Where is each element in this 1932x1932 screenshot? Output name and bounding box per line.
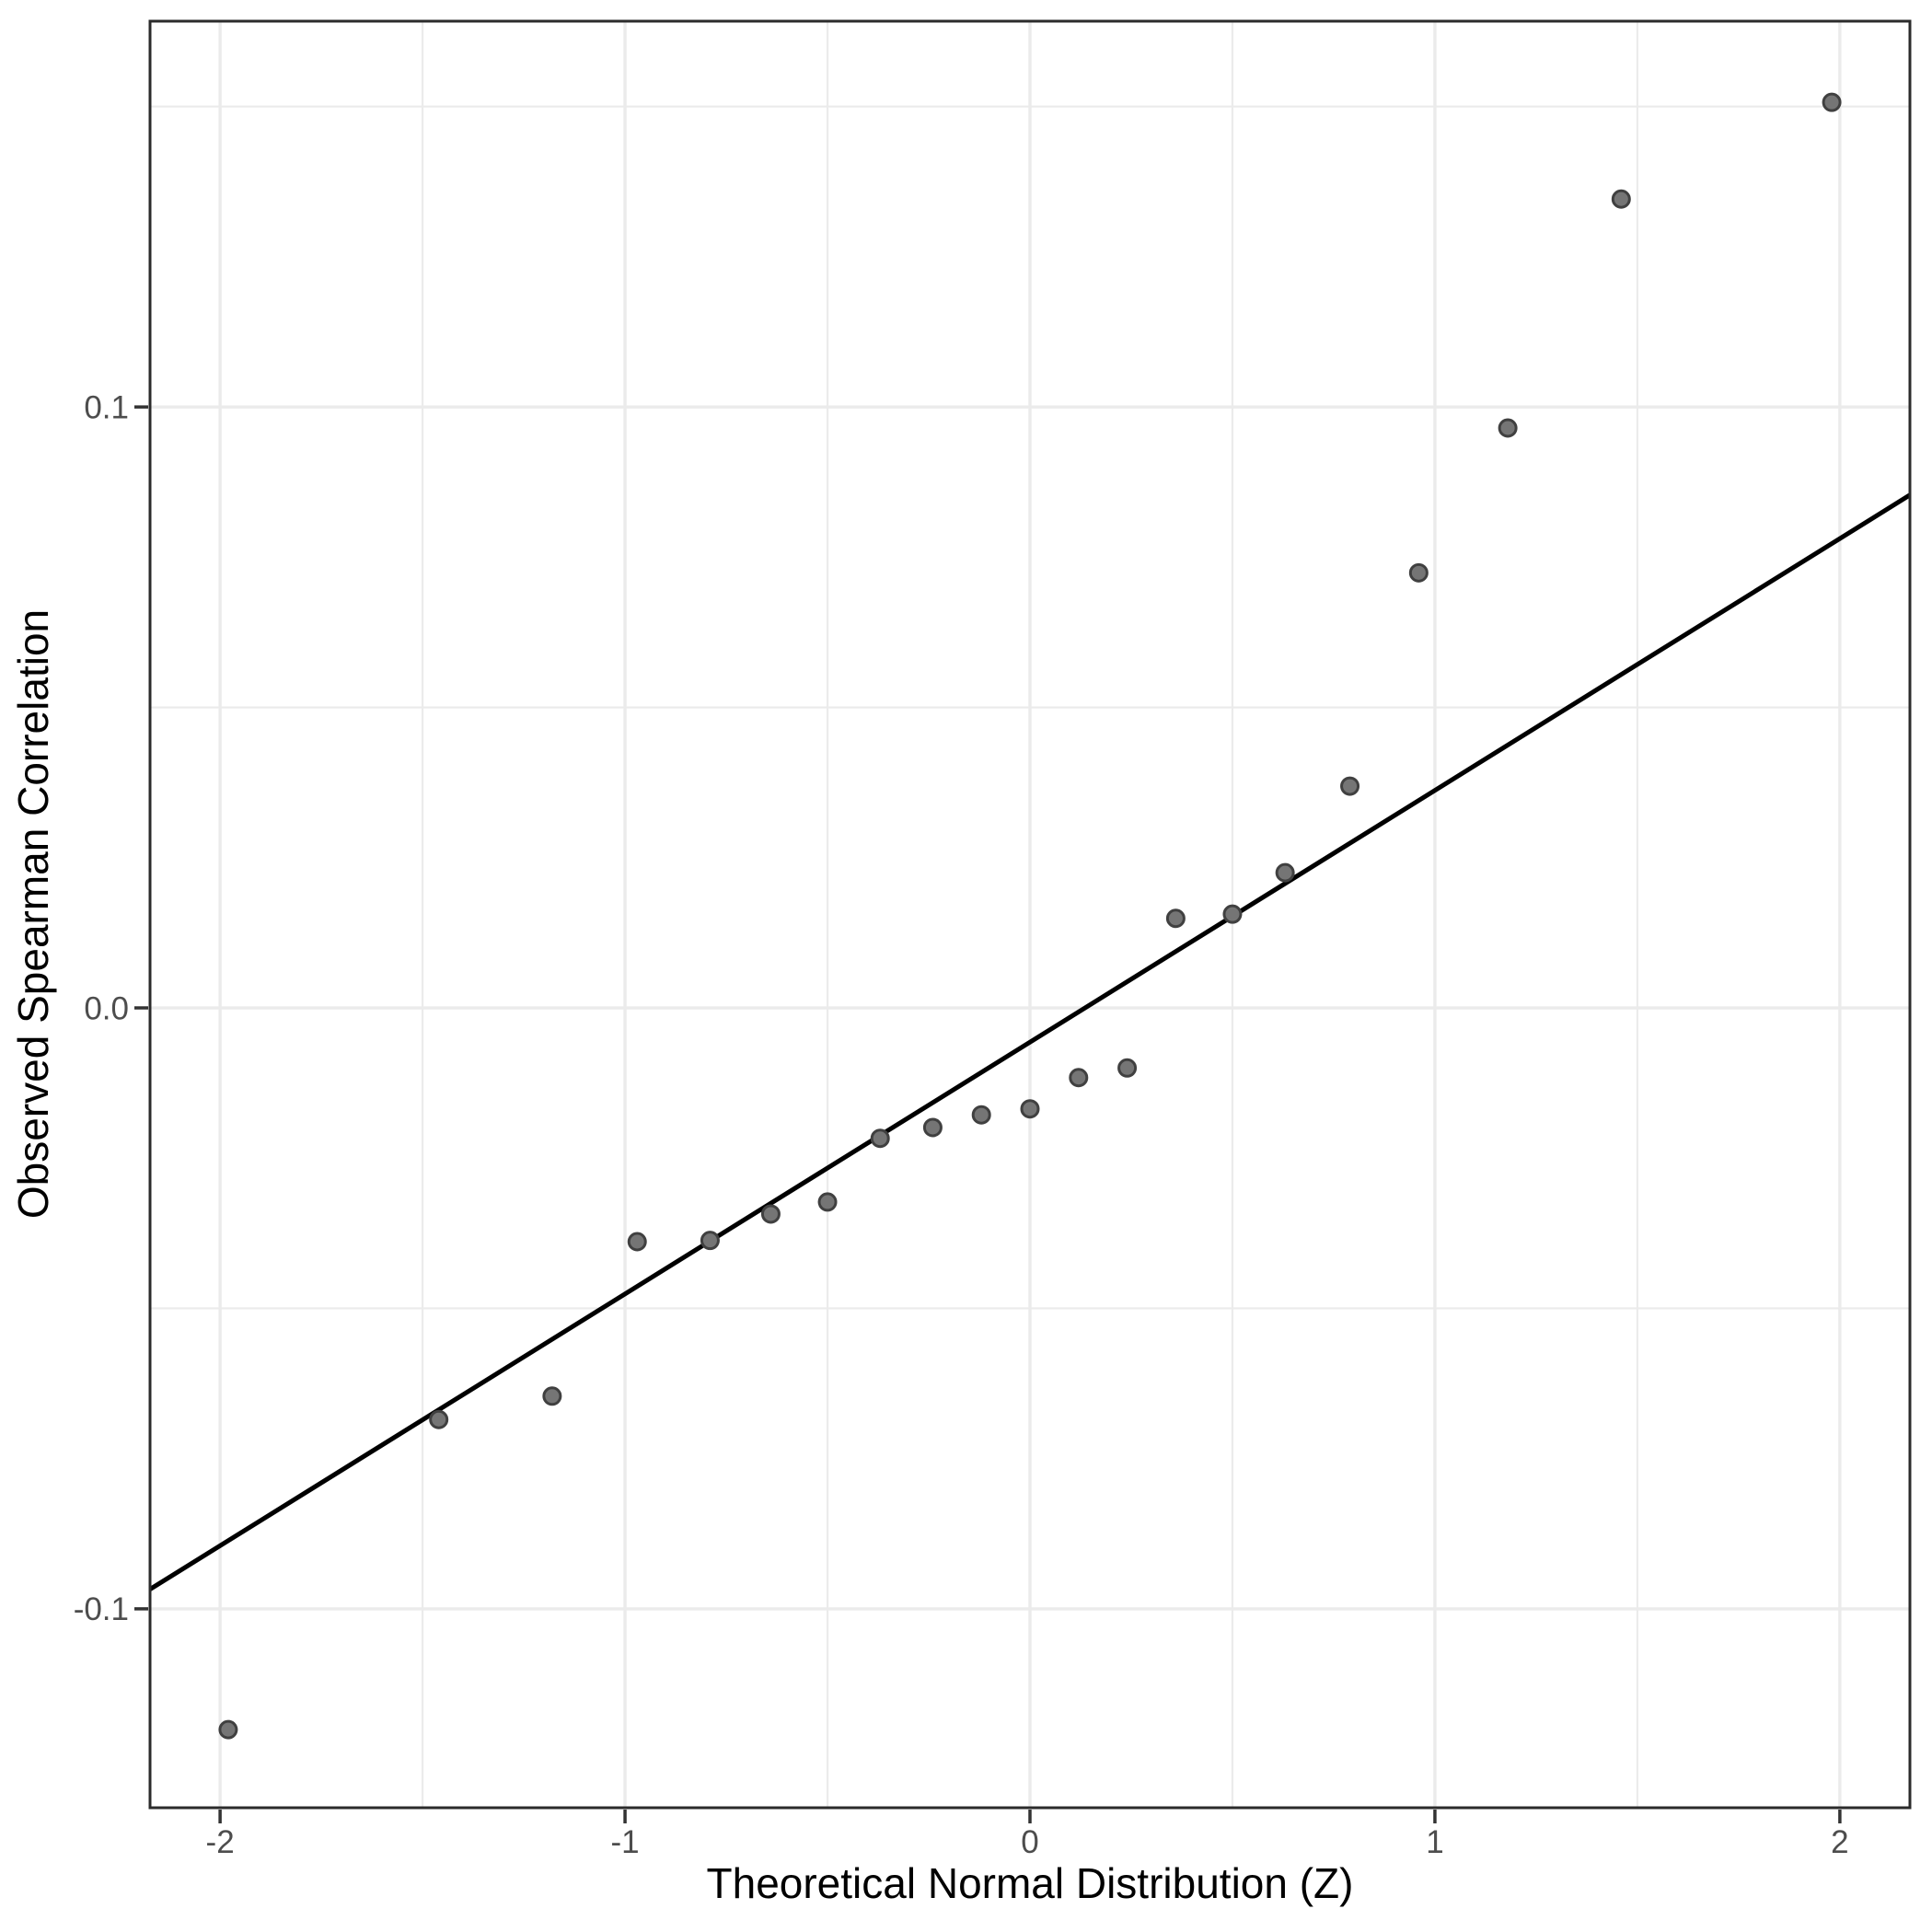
data-point bbox=[1069, 1068, 1089, 1088]
data-point bbox=[971, 1105, 991, 1125]
data-point bbox=[1408, 562, 1429, 583]
data-point bbox=[760, 1204, 781, 1224]
x-tick-label: -2 bbox=[206, 1824, 235, 1860]
data-points bbox=[218, 92, 1842, 1740]
data-point bbox=[870, 1128, 890, 1149]
data-point bbox=[1611, 189, 1631, 209]
qq-reference-line-group bbox=[148, 492, 1912, 1591]
data-point bbox=[1222, 904, 1243, 924]
data-point bbox=[429, 1409, 449, 1429]
data-point bbox=[1275, 862, 1295, 883]
data-point bbox=[218, 1719, 238, 1740]
data-point bbox=[1822, 92, 1842, 112]
qq-reference-line bbox=[148, 492, 1912, 1591]
x-axis-title: Theoretical Normal Distribution (Z) bbox=[707, 1859, 1354, 1907]
x-tick-label: 1 bbox=[1426, 1824, 1443, 1860]
x-tick-label: 2 bbox=[1831, 1824, 1848, 1860]
data-point bbox=[1117, 1058, 1138, 1078]
y-tick-label: -0.1 bbox=[74, 1591, 129, 1627]
data-point bbox=[817, 1192, 838, 1212]
y-tick-labels: 0.1 0.0 -0.1 bbox=[74, 389, 129, 1627]
data-point bbox=[627, 1232, 647, 1252]
panel-border bbox=[148, 19, 1912, 1810]
y-tick-label: 0.0 bbox=[84, 990, 129, 1026]
data-point bbox=[542, 1386, 562, 1406]
data-point bbox=[1165, 908, 1186, 929]
data-point bbox=[1340, 776, 1360, 796]
data-point bbox=[1020, 1099, 1040, 1119]
y-tick-label: 0.1 bbox=[84, 389, 129, 425]
y-axis-title: Observed Spearman Correlation bbox=[9, 609, 57, 1219]
x-tick-label: -1 bbox=[610, 1824, 639, 1860]
x-tick-labels: -2 -1 0 1 2 bbox=[206, 1824, 1849, 1860]
x-tick-label: 0 bbox=[1021, 1824, 1038, 1860]
axis-tick-marks bbox=[134, 405, 1842, 1823]
data-point bbox=[700, 1231, 720, 1251]
gridlines-major bbox=[150, 21, 1910, 1808]
data-point bbox=[922, 1117, 943, 1138]
data-point bbox=[1498, 418, 1518, 438]
